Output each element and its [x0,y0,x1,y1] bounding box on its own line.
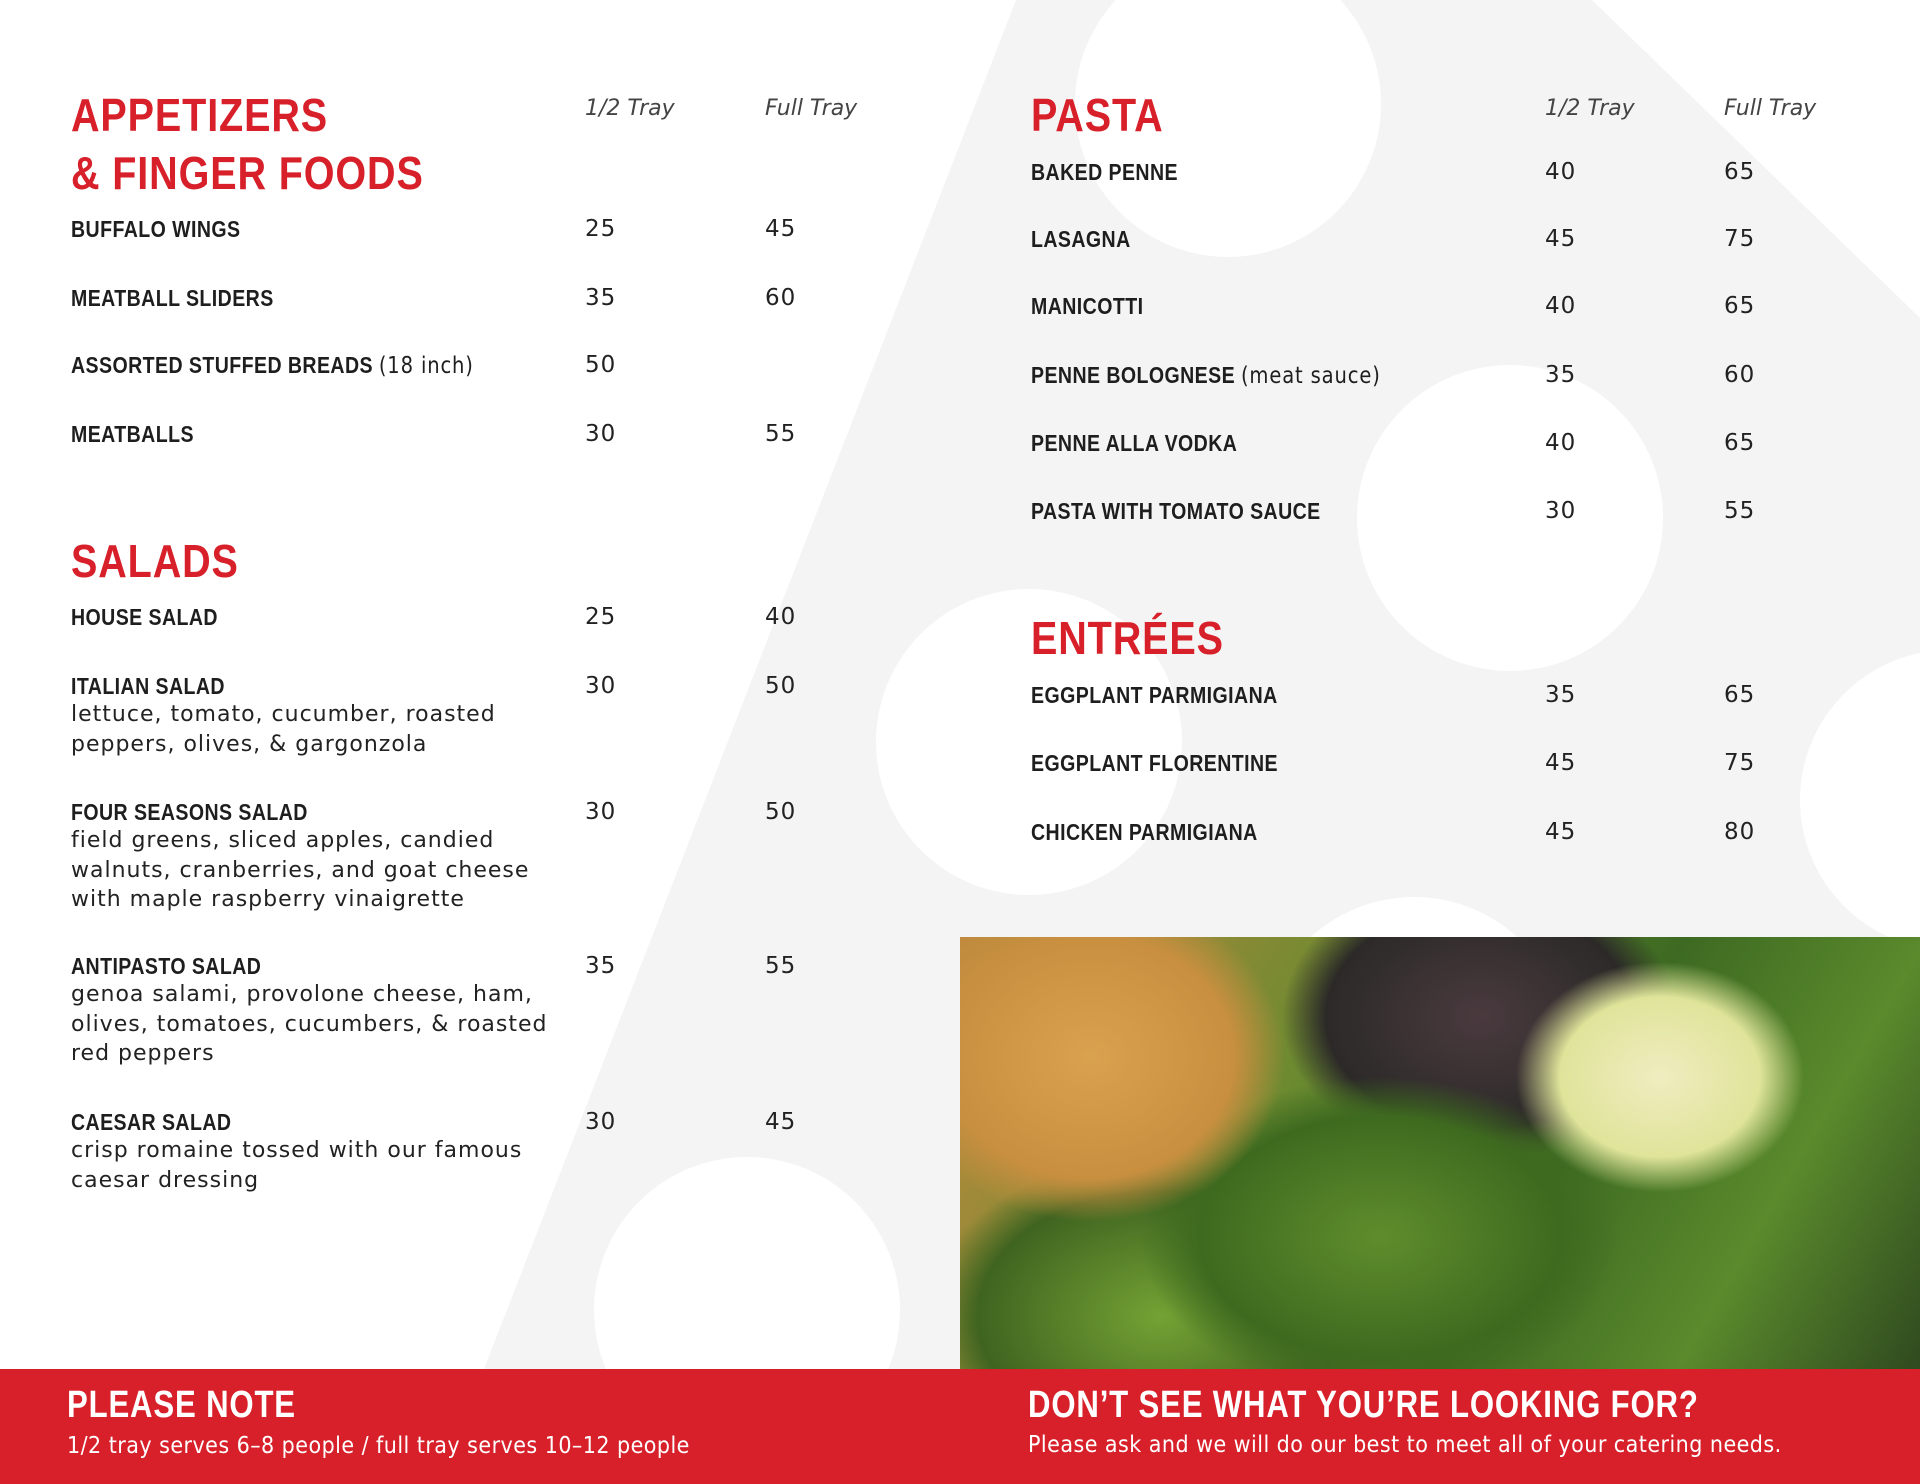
item-description: walnuts, cranberries, and goat cheese [71,857,530,883]
item-name-text: ITALIAN SALAD [71,673,225,699]
half-tray-price: 40 [1545,430,1577,456]
please-note-title: PLEASE NOTE [67,1384,296,1426]
half-tray-price: 40 [1545,293,1577,319]
full-tray-price: 55 [765,953,797,979]
menu-item-name: EGGPLANT FLORENTINE [1031,750,1278,777]
item-name-text: ASSORTED STUFFED BREADS [71,352,373,378]
half-tray-price: 30 [585,1109,617,1135]
item-description: crisp romaine tossed with our famous [71,1138,523,1163]
full-tray-price: 60 [1724,362,1756,388]
half-tray-price: 30 [585,421,617,447]
menu-item-name: CAESAR SALAD [71,1109,231,1136]
full-tray-price: 65 [1724,293,1756,319]
item-name-text: EGGPLANT FLORENTINE [1031,750,1279,776]
full-tray-price: 65 [1724,430,1756,456]
item-name-text: PENNE ALLA VODKA [1031,430,1238,456]
half-tray-price: 40 [1545,159,1577,185]
menu-item-name: ASSORTED STUFFED BREADS (18 inch) [71,352,474,379]
menu-item-name: CHICKEN PARMIGIANA [1031,819,1258,846]
menu-item-name: ITALIAN SALAD [71,673,225,700]
full-tray-price: 80 [1724,819,1756,845]
menu-item-name: HOUSE SALAD [71,604,218,631]
full-tray-price: 55 [765,421,797,447]
menu-item-name: FOUR SEASONS SALAD [71,799,308,826]
item-name-text: BAKED PENNE [1031,159,1178,185]
half-tray-price: 35 [585,953,617,979]
item-description: red peppers [71,1041,215,1066]
half-tray-header: 1/2 Tray [585,96,675,121]
menu-item-name: MANICOTTI [1031,293,1143,320]
half-tray-price: 50 [585,352,617,378]
full-tray-price: 65 [1724,682,1756,708]
full-tray-price: 50 [765,673,797,699]
ask-text: Please ask and we will do our best to me… [1028,1432,1782,1458]
menu-item-name: ANTIPASTO SALAD [71,953,261,980]
item-name-text: FOUR SEASONS SALAD [71,799,308,825]
full-tray-price: 65 [1724,159,1756,185]
full-tray-price: 60 [765,285,797,311]
item-description: field greens, sliced apples, candied [71,828,495,853]
item-name-text: ANTIPASTO SALAD [71,953,262,979]
footer-banner: PLEASE NOTE 1/2 tray serves 6–8 people /… [0,1369,1920,1484]
full-tray-price: 40 [765,604,797,630]
item-name-text: MEATBALL SLIDERS [71,285,274,311]
item-description: with maple raspberry vinaigrette [71,887,465,912]
menu-item-name: EGGPLANT PARMIGIANA [1031,682,1278,709]
half-tray-price: 25 [585,216,617,242]
item-name-text: MEATBALLS [71,421,194,447]
entrees-title: ENTRÉES [1031,612,1224,664]
salads-title: SALADS [71,535,239,587]
appetizers-title-line2: & FINGER FOODS [71,147,424,199]
pasta-full-tray-header: Full Tray [1724,96,1817,121]
half-tray-price: 30 [585,799,617,825]
item-note: (18 inch) [378,353,474,379]
pasta-half-tray-header: 1/2 Tray [1545,96,1635,121]
item-description: caesar dressing [71,1167,260,1193]
full-tray-price: 45 [765,216,797,242]
item-name-text: BUFFALO WINGS [71,216,241,242]
full-tray-header: Full Tray [765,96,858,121]
item-name-text: PASTA WITH TOMATO SAUCE [1031,498,1321,524]
full-tray-price: 75 [1724,750,1756,776]
menu-item-name: PENNE BOLOGNESE (meat sauce) [1031,362,1381,389]
half-tray-price: 30 [585,673,617,699]
item-name-text: MANICOTTI [1031,293,1144,319]
item-description: peppers, olives, & gargonzola [71,731,428,757]
menu-item-name: BUFFALO WINGS [71,216,241,243]
half-tray-price: 35 [1545,682,1577,708]
item-description: olives, tomatoes, cucumbers, & roasted [71,1011,548,1037]
item-description: genoa salami, provolone cheese, ham, [71,982,533,1007]
appetizers-title-line1: APPETIZERS [71,89,328,141]
pasta-title: PASTA [1031,89,1164,141]
full-tray-price: 50 [765,799,797,825]
menu-item-name: PASTA WITH TOMATO SAUCE [1031,498,1321,525]
item-name-text: CHICKEN PARMIGIANA [1031,819,1258,845]
half-tray-price: 30 [1545,498,1577,524]
item-name-text: LASAGNA [1031,226,1131,252]
ask-title: DON’T SEE WHAT YOU’RE LOOKING FOR? [1028,1384,1699,1426]
full-tray-price: 45 [765,1109,797,1135]
half-tray-price: 45 [1545,819,1577,845]
item-note: (meat sauce) [1240,363,1381,389]
item-description: lettuce, tomato, cucumber, roasted [71,702,496,727]
item-name-text: PENNE BOLOGNESE [1031,362,1236,388]
item-name-text: CAESAR SALAD [71,1109,232,1135]
menu-item-name: PENNE ALLA VODKA [1031,430,1237,457]
menu-item-name: BAKED PENNE [1031,159,1178,186]
half-tray-price: 35 [1545,362,1577,388]
item-name-text: HOUSE SALAD [71,604,218,630]
half-tray-price: 45 [1545,226,1577,252]
full-tray-price: 55 [1724,498,1756,524]
half-tray-price: 45 [1545,750,1577,776]
menu-item-name: MEATBALL SLIDERS [71,285,274,312]
full-tray-price: 75 [1724,226,1756,252]
menu-item-name: MEATBALLS [71,421,194,448]
salad-photo [960,937,1920,1369]
half-tray-price: 35 [585,285,617,311]
please-note-text: 1/2 tray serves 6–8 people / full tray s… [67,1433,690,1459]
menu-item-name: LASAGNA [1031,226,1131,253]
half-tray-price: 25 [585,604,617,630]
item-name-text: EGGPLANT PARMIGIANA [1031,682,1278,708]
